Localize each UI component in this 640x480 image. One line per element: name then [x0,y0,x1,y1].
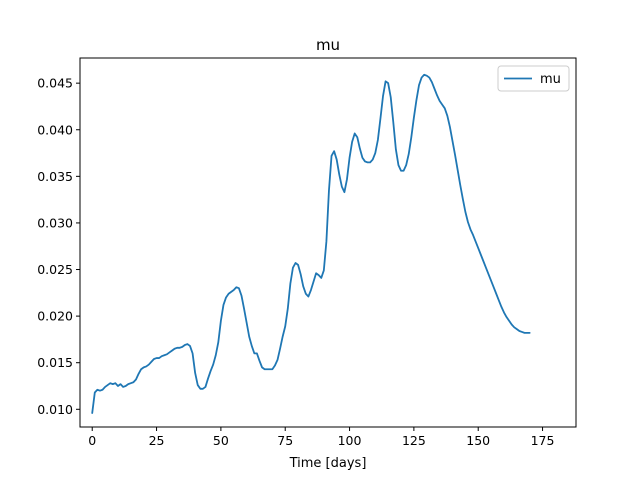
y-tick-label: 0.045 [37,76,73,91]
y-axis: 0.010 0.015 0.020 0.025 0.030 0.035 0.040 0.045 [37,76,80,417]
series-line-mu [91,73,531,414]
chart-title: mu [316,36,340,54]
y-tick-label: 0.010 [37,402,73,417]
y-tick-label: 0.025 [37,262,73,277]
axes-frame [79,57,577,428]
plot-area [91,73,531,414]
x-tick-label: 175 [531,433,555,448]
legend-box [497,65,570,92]
y-tick-label: 0.040 [37,122,73,137]
x-tick-label: 25 [149,433,165,448]
x-tick-label: 100 [338,433,362,448]
y-tick-label: 0.015 [37,355,73,370]
legend-label-mu: mu [540,72,561,87]
x-tick-label: 75 [277,433,293,448]
x-tick-label: 50 [213,433,229,448]
y-tick-label: 0.030 [37,215,73,230]
y-tick-label: 0.035 [37,169,73,184]
x-axis-label: Time [days] [289,456,367,471]
x-tick-label: 125 [402,433,426,448]
x-tick-label: 150 [466,433,490,448]
y-tick-label: 0.020 [37,309,73,324]
legend: mu [497,65,570,92]
x-axis: 0 25 50 75 100 125 150 175 [88,427,554,448]
x-tick-label: 0 [88,433,96,448]
